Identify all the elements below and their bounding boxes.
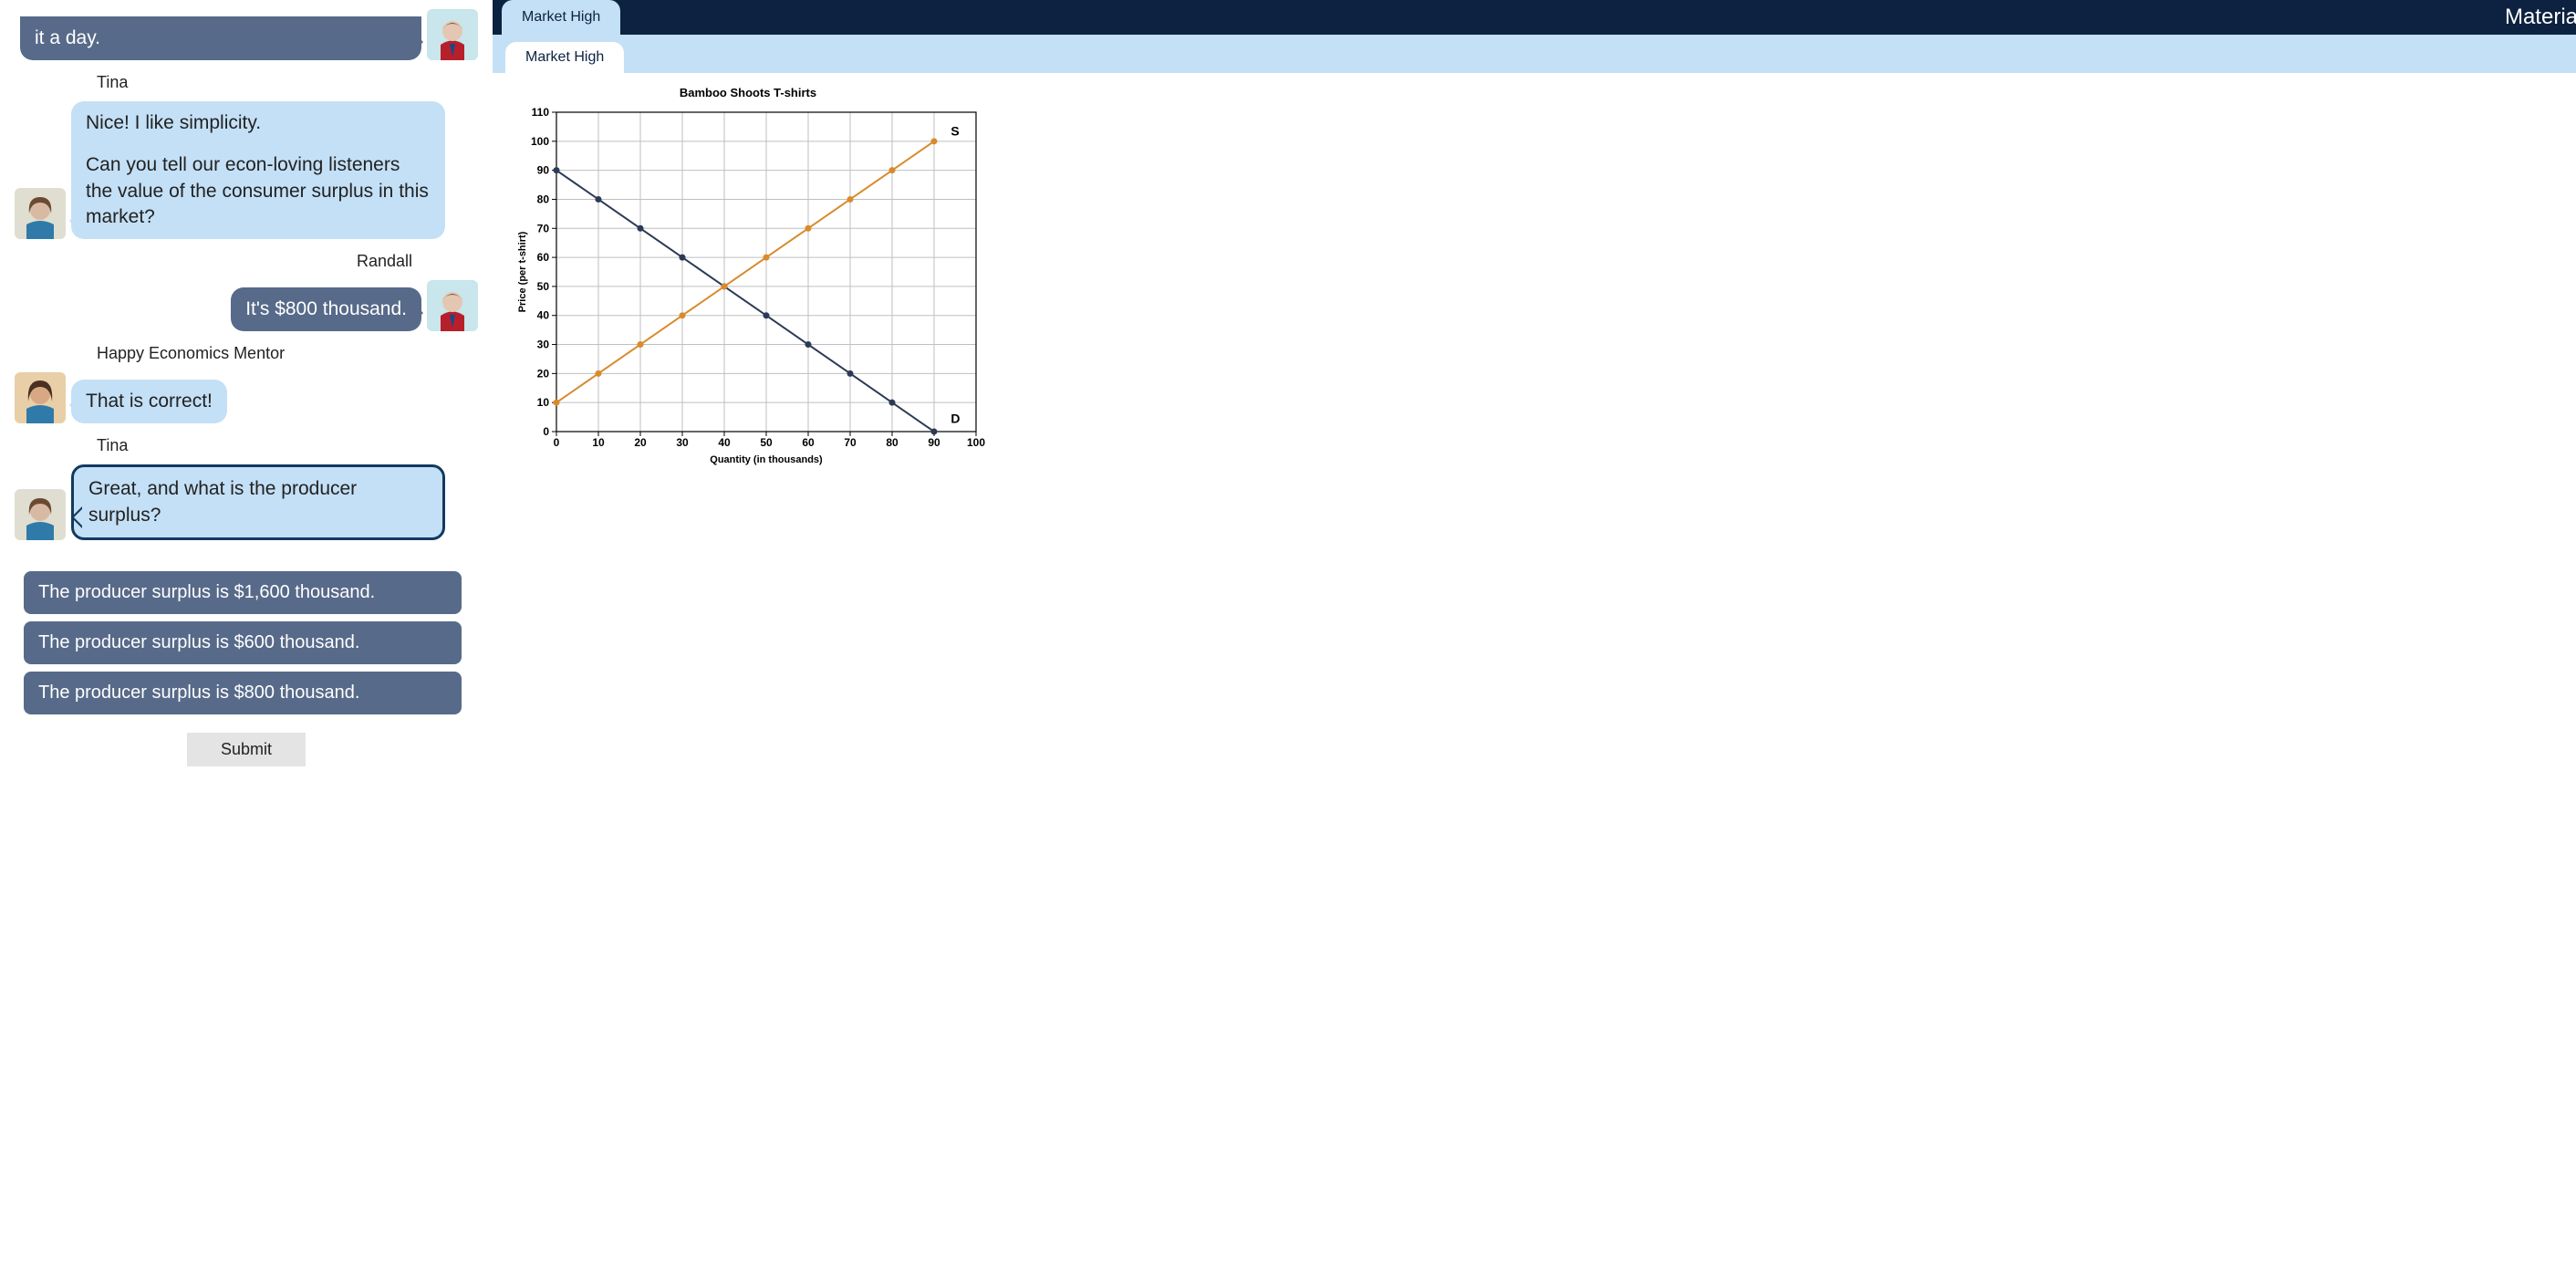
speaker-name-2: Happy Economics Mentor xyxy=(97,344,483,363)
speaker-name-3: Tina xyxy=(97,436,483,455)
speaker-name-1: Randall xyxy=(9,252,412,271)
option-2[interactable]: The producer surplus is $800 thousand. xyxy=(24,672,462,714)
bubble-2-p0: That is correct! xyxy=(86,389,213,414)
msg-row-2: That is correct! xyxy=(9,372,483,423)
bubble-0: Nice! I like simplicity. Can you tell ou… xyxy=(71,101,445,239)
chart-title: Bamboo Shoots T-shirts xyxy=(511,86,985,99)
bubble-1-p0: It's $800 thousand. xyxy=(245,297,407,322)
msg-row-0: Nice! I like simplicity. Can you tell ou… xyxy=(9,101,483,239)
svg-text:20: 20 xyxy=(634,436,647,449)
svg-text:30: 30 xyxy=(537,339,550,351)
bubble-cutoff-text: it a day. xyxy=(35,26,407,51)
svg-text:S: S xyxy=(950,123,959,138)
svg-text:Quantity (in thousands): Quantity (in thousands) xyxy=(710,454,823,465)
bubble-1: It's $800 thousand. xyxy=(231,287,421,331)
speaker-name-0: Tina xyxy=(97,73,483,92)
chat-thread: it a day. Tina Ni xyxy=(9,0,483,766)
answer-options: The producer surplus is $1,600 thousand.… xyxy=(9,564,483,714)
avatar-randall-svg-1 xyxy=(431,284,473,331)
svg-text:60: 60 xyxy=(802,436,815,449)
bubble-3: Great, and what is the producer surplus? xyxy=(71,464,445,540)
avatar-randall-top xyxy=(427,9,478,60)
avatar-randall-svg xyxy=(431,13,473,60)
bubble-2: That is correct! xyxy=(71,380,227,423)
bubble-3-p0: Great, and what is the producer surplus? xyxy=(88,476,428,528)
top-tab[interactable]: Market High xyxy=(502,0,620,35)
subbar: Market High xyxy=(493,35,2576,73)
bubble-0-p0: Nice! I like simplicity. xyxy=(86,110,431,136)
svg-text:40: 40 xyxy=(718,436,731,449)
svg-text:70: 70 xyxy=(537,222,550,234)
msg-row-cutoff: it a day. xyxy=(9,9,483,60)
bubble-0-p1: Can you tell our econ-loving listeners t… xyxy=(86,152,431,230)
supply-demand-chart: 0 10 20 30 40 50 60 70 80 90 100 0 10 20 30 40 50 60 70 80 9… xyxy=(511,103,1003,468)
materials-link[interactable]: Materia xyxy=(2505,5,2576,30)
msg-row-1: It's $800 thousand. xyxy=(9,280,483,331)
avatar-tina-svg xyxy=(19,192,61,239)
svg-text:Price (per t-shirt): Price (per t-shirt) xyxy=(517,231,528,312)
avatar-randall-1 xyxy=(427,280,478,331)
svg-text:110: 110 xyxy=(532,106,550,119)
avatar-tina-3 xyxy=(15,489,66,540)
svg-text:20: 20 xyxy=(537,367,550,380)
svg-text:10: 10 xyxy=(592,436,605,449)
submit-button[interactable]: Submit xyxy=(187,733,306,766)
svg-text:D: D xyxy=(950,411,960,425)
svg-text:0: 0 xyxy=(543,425,549,438)
avatar-tina-svg-3 xyxy=(19,493,61,540)
svg-text:50: 50 xyxy=(537,280,550,293)
msg-row-3: Great, and what is the producer surplus? xyxy=(9,464,483,540)
svg-text:0: 0 xyxy=(554,436,560,449)
avatar-mentor-svg xyxy=(19,376,61,423)
chat-panel: it a day. Tina Ni xyxy=(0,0,493,1261)
svg-text:10: 10 xyxy=(537,396,550,409)
svg-text:30: 30 xyxy=(676,436,689,449)
chart-area: Bamboo Shoots T-shirts 0 10 20 30 40 50 60 70 80… xyxy=(493,73,2576,468)
sub-tab[interactable]: Market High xyxy=(505,42,624,73)
svg-text:90: 90 xyxy=(928,436,940,449)
avatar-mentor xyxy=(15,372,66,423)
right-panel: Market High Materia Market High Bamboo S… xyxy=(493,0,2576,1261)
svg-text:70: 70 xyxy=(844,436,857,449)
option-0[interactable]: The producer surplus is $1,600 thousand. xyxy=(24,571,462,614)
bubble-cutoff: it a day. xyxy=(20,16,421,60)
svg-text:60: 60 xyxy=(537,251,550,264)
avatar-tina-0 xyxy=(15,188,66,239)
svg-text:80: 80 xyxy=(886,436,898,449)
svg-text:100: 100 xyxy=(531,135,549,148)
svg-text:40: 40 xyxy=(537,309,550,322)
svg-text:80: 80 xyxy=(537,193,550,205)
svg-text:90: 90 xyxy=(537,164,550,177)
option-1[interactable]: The producer surplus is $600 thousand. xyxy=(24,621,462,664)
svg-text:50: 50 xyxy=(760,436,773,449)
svg-text:100: 100 xyxy=(967,436,985,449)
topbar: Market High Materia xyxy=(493,0,2576,35)
